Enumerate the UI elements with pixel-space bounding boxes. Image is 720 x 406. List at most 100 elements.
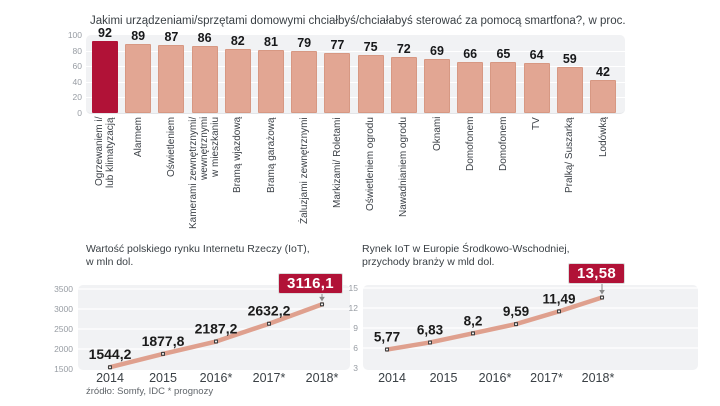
y-axis-tick: 2500 [54,324,73,334]
y-axis-tick: 100 [67,30,82,40]
data-point-center [268,322,270,325]
data-point [514,322,518,327]
value-label: 6,83 [417,322,444,337]
y-axis-tick: 20 [72,92,82,103]
right-line-chart-title: Rynek IoT w Europie Środkowo-Wschodniej,… [362,243,570,268]
data-point [161,351,165,356]
pointer-arrow [599,289,605,295]
bar [390,56,417,113]
data-point [214,339,218,344]
data-point-center [515,323,517,326]
x-axis-tick: 2016* [479,371,512,385]
bar-category-label: Bramą wjazdową [232,117,244,194]
bar [191,45,218,113]
data-point [428,340,432,345]
bar-category-label: Oświetleniem ogrodu [365,117,377,211]
data-point-center [558,310,560,313]
data-point [108,365,112,370]
x-axis-tick: 2014 [96,371,124,385]
data-point [385,347,389,352]
x-axis-tick: 2014 [378,371,406,385]
y-axis-tick: 2000 [54,344,73,354]
y-axis-tick: 60 [72,61,82,72]
y-axis-tick: 80 [72,45,82,56]
value-label: 5,77 [374,330,400,345]
y-axis-tick: 3500 [54,284,73,294]
bar-value: 65 [496,47,511,62]
value-label: 2187,2 [195,321,238,337]
bar [92,41,118,113]
value-label: 1877,8 [142,333,185,349]
x-axis-tick: 2018* [306,371,339,385]
source-note: źródło: Somfy, IDC * prognozy [86,386,214,397]
y-axis-tick: 0 [77,108,82,118]
bar-value: 86 [197,30,212,45]
x-axis-tick: 2017* [253,371,286,385]
bar [590,80,616,113]
bar [125,43,152,113]
bar [291,51,318,113]
bar-value: 92 [98,26,112,41]
bar-category-label: Lodówką [597,117,609,158]
bar [357,54,384,113]
bar-category-label: Ogrzewaniem i/ lub klimatyzacją [94,117,116,188]
bar-category-label: TV [531,117,543,130]
y-axis-tick: 3000 [54,304,73,314]
bar [457,61,484,113]
bar-category-label: Alarmem [132,117,144,158]
bar-category-label: Domofonem [497,117,509,172]
data-point-center [601,296,603,299]
bar-category-label: Żaluzjami zewnętrznymi [298,117,310,224]
data-point [600,295,604,300]
bar-value: 75 [363,39,378,54]
highlight-value-right: 13,58 [568,263,626,284]
bar-value: 72 [396,41,411,56]
bar-value: 69 [430,44,444,59]
bar-value: 79 [297,36,312,51]
gridline [86,50,625,52]
bar [158,45,185,113]
y-axis-tick: 1500 [54,364,73,374]
data-point-center [386,348,388,351]
x-axis-tick: 2015 [430,371,458,385]
data-point [557,309,561,314]
data-point [471,331,475,336]
bar-category-label: Nawadnianiem ogrodu [398,117,410,218]
bar [556,66,583,113]
data-point [320,302,324,307]
gridline [86,97,625,99]
value-label: 8,2 [464,313,483,328]
y-axis-tick: 3 [353,363,358,373]
y-axis-tick: 40 [72,76,82,87]
bar-chart-title: Jakimi urządzeniami/sprzętami domowymi c… [90,15,626,27]
bar-value: 64 [529,48,544,63]
bar-value: 81 [264,34,278,49]
bar-category-label: Oświetleniem [165,117,177,178]
y-axis-tick: 12 [349,303,359,313]
bar-value: 59 [562,51,577,66]
bar [490,62,517,113]
line-plot-area [78,285,350,370]
gridline [86,81,625,83]
bar-category-label: Kamerami zewnętrznymi/ wewnętrznymi w mi… [188,117,222,230]
data-point-center [215,340,217,343]
bar-value: 82 [230,34,245,49]
bar-value: 42 [596,65,610,80]
gridline [86,66,625,68]
bar-category-label: Pralką/ Suszarką [564,117,576,193]
bar-category-label: Oknami [431,117,443,152]
pointer-arrow [319,296,325,302]
y-axis-tick: 9 [353,323,358,333]
value-label: 9,59 [503,304,529,319]
bar-category-label: Domofonem [464,117,476,172]
value-label: 2632,2 [248,303,291,319]
y-axis-tick: 15 [349,283,359,293]
line-plot-area [363,285,698,370]
value-label: 11,49 [542,291,575,306]
data-point-center [321,303,323,306]
trend-line [107,302,325,370]
y-axis-tick: 6 [353,343,358,353]
left-line-chart-title: Wartość polskiego rynku Internetu Rzeczy… [86,243,310,268]
bar-value: 89 [131,28,146,43]
